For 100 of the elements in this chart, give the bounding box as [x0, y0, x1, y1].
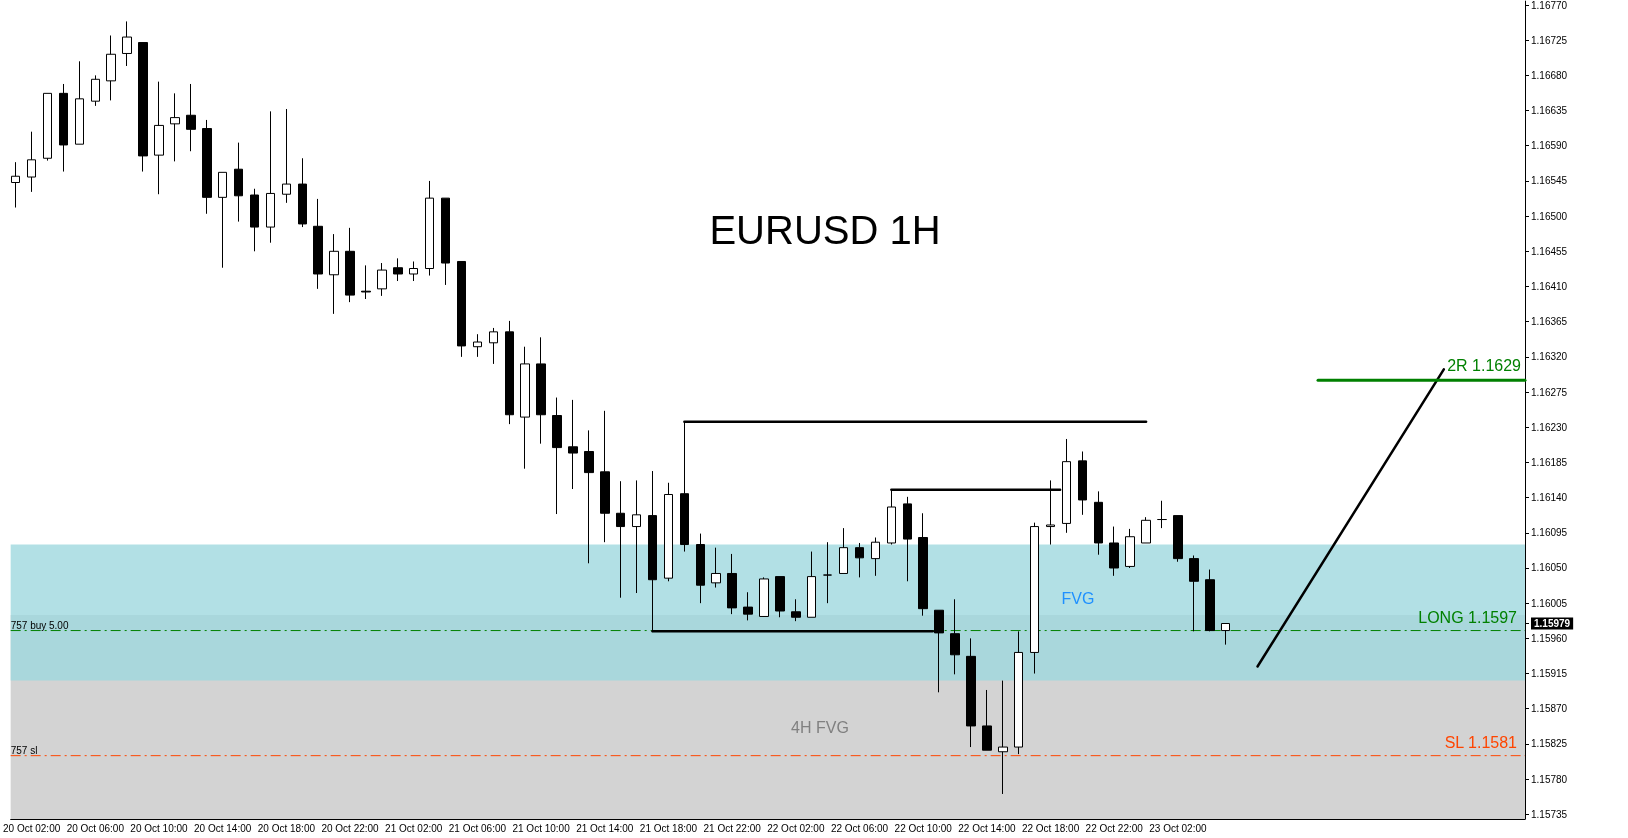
x-tick-label: 22 Oct 14:00 — [958, 822, 1016, 834]
x-tick-label: 20 Oct 10:00 — [130, 822, 189, 834]
candlestick — [1173, 515, 1183, 563]
candlestick — [202, 119, 212, 215]
y-tick-label: 1.16275 — [1531, 386, 1568, 398]
candlestick — [505, 320, 514, 425]
candlestick — [473, 333, 482, 358]
candlestick — [600, 410, 610, 543]
candlestick — [1221, 623, 1230, 646]
y-tick-label: 1.15825 — [1531, 738, 1568, 750]
annotation: 757 sl — [10, 745, 38, 757]
candlestick — [807, 551, 816, 618]
candlestick — [1189, 554, 1199, 632]
candlestick — [903, 496, 912, 582]
candlestick — [1157, 500, 1167, 529]
candlestick — [234, 142, 243, 223]
x-tick-label: 21 Oct 14:00 — [576, 822, 634, 834]
candlestick — [584, 429, 594, 564]
ref-line-label: SL 1.1581 — [1444, 734, 1518, 752]
candlestick — [759, 576, 769, 617]
candlestick — [298, 157, 307, 228]
candlestick — [616, 480, 625, 599]
candlestick — [409, 260, 418, 282]
candlestick — [313, 198, 323, 290]
y-tick-label: 1.16185 — [1531, 456, 1568, 468]
x-tick-label: 21 Oct 06:00 — [448, 822, 507, 834]
candlestick — [552, 397, 562, 515]
y-tick-label: 1.15870 — [1531, 703, 1568, 715]
candlestick — [1094, 490, 1103, 556]
x-tick-label: 21 Oct 18:00 — [639, 822, 698, 834]
candlestick — [1014, 630, 1023, 755]
candlestick — [711, 547, 721, 589]
candlestick — [632, 479, 641, 594]
x-tick-label: 20 Oct 06:00 — [66, 822, 125, 834]
x-tick-label: 22 Oct 22:00 — [1085, 822, 1144, 834]
candlestick — [536, 336, 546, 445]
x-tick-label: 20 Oct 02:00 — [3, 822, 61, 834]
candlestick — [823, 541, 832, 604]
y-tick-label: 1.16005 — [1531, 597, 1568, 609]
candlestick — [106, 35, 116, 101]
x-tick-label: 20 Oct 22:00 — [321, 822, 380, 834]
candlestick — [520, 346, 530, 470]
y-tick-label: 1.15915 — [1531, 668, 1568, 680]
candlestick — [1078, 450, 1087, 516]
candlestick — [218, 171, 227, 269]
candlestick — [11, 161, 20, 209]
candlestick — [855, 542, 864, 578]
candlestick — [170, 92, 180, 162]
candlestick — [1205, 569, 1215, 632]
candlestick — [1141, 516, 1151, 544]
candlestick — [59, 83, 68, 173]
candlestick — [791, 598, 801, 622]
y-tick-label: 1.16365 — [1531, 316, 1568, 328]
candlestick — [998, 680, 1008, 795]
candlestick — [138, 42, 148, 173]
candlestick — [1125, 528, 1135, 569]
candlestick — [282, 108, 291, 204]
candlestick — [918, 512, 928, 617]
x-tick-label: 23 Oct 02:00 — [1149, 822, 1207, 834]
candlestick — [950, 598, 960, 675]
candlestick — [982, 689, 992, 751]
x-tick-label: 20 Oct 14:00 — [194, 822, 252, 834]
y-tick-label: 1.15960 — [1531, 632, 1568, 644]
y-tick-label: 1.16545 — [1531, 175, 1568, 187]
x-tick-label: 20 Oct 18:00 — [257, 822, 316, 834]
candlestick — [696, 533, 705, 604]
candlestick — [122, 20, 132, 67]
candlestick — [425, 180, 434, 277]
candlestick — [250, 188, 259, 252]
candlestick — [1030, 522, 1039, 675]
candlestick — [1109, 526, 1119, 577]
candlestick — [871, 537, 880, 577]
candlestick — [186, 83, 196, 152]
candlestick — [568, 399, 578, 490]
x-tick-label: 21 Oct 02:00 — [385, 822, 443, 834]
band-label: 4H FVG — [791, 718, 849, 736]
x-tick-label: 22 Oct 02:00 — [767, 822, 825, 834]
candlestick — [27, 131, 36, 193]
text: EURUSD 1H — [709, 208, 941, 252]
candlestick — [75, 60, 84, 145]
candlestick — [664, 482, 673, 582]
candlestick — [266, 110, 275, 244]
x-tick-label: 22 Oct 10:00 — [894, 822, 953, 834]
y-tick-label: 1.16590 — [1531, 140, 1568, 152]
y-tick-label: 1.16140 — [1531, 492, 1568, 504]
candlestick — [43, 92, 52, 162]
candlestick — [441, 197, 450, 286]
candlestick — [966, 637, 976, 748]
candlestick — [91, 74, 100, 107]
x-tick-label: 22 Oct 06:00 — [830, 822, 889, 834]
y-tick-label: 1.15780 — [1531, 773, 1568, 785]
x-tick-label: 21 Oct 10:00 — [512, 822, 571, 834]
annotation: 757 buy 5.00 — [10, 620, 69, 632]
x-tick-label: 21 Oct 22:00 — [703, 822, 762, 834]
candlestick — [377, 262, 387, 297]
series-label: 2R 1.1629 — [1447, 356, 1522, 374]
y-tick-label: 1.16320 — [1531, 351, 1568, 363]
y-tick-label: 1.16680 — [1531, 69, 1568, 81]
y-tick-label: 1.16050 — [1531, 562, 1568, 574]
y-tick-label: 1.16455 — [1531, 245, 1568, 257]
